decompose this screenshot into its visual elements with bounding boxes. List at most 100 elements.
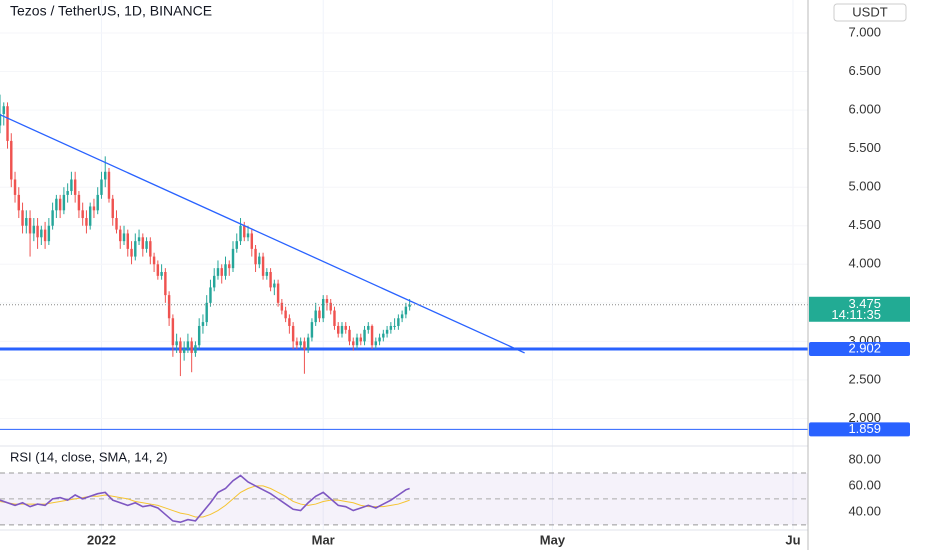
candle-body xyxy=(382,333,385,338)
candle-body xyxy=(359,337,363,342)
candle-body xyxy=(175,341,178,346)
candle-body xyxy=(333,310,336,326)
candle-body xyxy=(224,264,227,276)
currency-box xyxy=(833,3,907,22)
candle-body xyxy=(190,341,193,353)
hline-label: 2.902 xyxy=(848,340,881,355)
candle-body xyxy=(246,233,250,238)
candle-body xyxy=(119,229,122,242)
hline-box xyxy=(809,422,910,437)
candle-body xyxy=(10,140,13,180)
countdown: 14:11:35 xyxy=(831,307,881,322)
candle-body xyxy=(160,271,163,276)
chart-title: Tezos / TetherUS, 1D, BINANCE xyxy=(10,3,212,19)
candle-body xyxy=(201,322,205,326)
candle-body xyxy=(186,341,190,350)
candle-body xyxy=(182,349,186,353)
candle-body xyxy=(393,325,396,327)
hline-label: 1.859 xyxy=(848,421,881,436)
candle-body xyxy=(306,337,310,350)
candle-body xyxy=(111,198,114,219)
y-tick-label: 2.500 xyxy=(848,371,881,386)
candle-body xyxy=(2,106,5,114)
candle-body xyxy=(13,179,17,195)
candle-body xyxy=(197,325,201,346)
candle-body xyxy=(85,218,88,226)
candle-body xyxy=(145,241,148,249)
last-price-box xyxy=(809,296,910,322)
candle-body xyxy=(355,337,359,346)
candle-body xyxy=(43,229,47,242)
candle-body xyxy=(152,256,156,265)
candle-body xyxy=(243,225,246,238)
candle-body xyxy=(385,329,389,334)
candle-body xyxy=(104,171,107,180)
candle-body xyxy=(209,287,212,303)
candle-body xyxy=(269,271,272,288)
candle-body xyxy=(179,341,182,353)
candle-body xyxy=(134,241,137,257)
candle-body xyxy=(17,194,21,211)
candle-body xyxy=(310,322,314,338)
candle-body xyxy=(408,304,411,307)
candle-body xyxy=(171,318,175,346)
rsi-line xyxy=(0,474,410,524)
candle-body xyxy=(344,325,347,330)
candle-body xyxy=(28,218,32,234)
y-tick-label: 6.500 xyxy=(848,63,881,78)
candle-body xyxy=(400,314,404,319)
price-pane xyxy=(100,0,794,530)
candle-body xyxy=(321,298,325,319)
candle-body xyxy=(288,318,291,326)
candle-body xyxy=(122,233,126,242)
candle-body xyxy=(329,302,332,311)
candle-body xyxy=(205,302,208,323)
candle-body xyxy=(6,106,9,141)
candle-body xyxy=(0,113,2,126)
candle-body xyxy=(374,341,378,346)
candle-body xyxy=(295,341,299,346)
rsi-tick-label: 40.00 xyxy=(848,503,881,518)
candle-body xyxy=(81,210,84,219)
candle-body xyxy=(250,233,254,249)
rsi-label: RSI (14, close, SMA, 14, 2) xyxy=(10,449,168,464)
candle-body xyxy=(404,306,408,315)
candle-body xyxy=(352,341,355,346)
candle-body xyxy=(51,210,54,226)
x-tick-label: May xyxy=(540,532,566,547)
candle-body xyxy=(389,325,393,330)
candle-body xyxy=(299,341,302,346)
candle-body xyxy=(291,325,295,342)
candle-body xyxy=(96,194,99,211)
candle-body xyxy=(235,241,238,249)
candle-body xyxy=(55,198,58,211)
candle-body xyxy=(66,191,69,195)
candle-body xyxy=(141,237,145,249)
candle-body xyxy=(303,341,306,350)
candle-body xyxy=(314,310,317,323)
candle-body xyxy=(348,329,351,342)
trendline xyxy=(0,114,525,354)
rsi-tick-label: 60.00 xyxy=(848,477,881,492)
price-axis xyxy=(808,0,932,550)
candle-body xyxy=(397,318,400,326)
x-tick-label: Mar xyxy=(312,532,335,547)
currency: USDT xyxy=(852,4,887,19)
candle-body xyxy=(363,329,366,342)
y-tick-label: 6.000 xyxy=(848,102,881,117)
candle-body xyxy=(137,237,141,242)
candle-body xyxy=(231,248,235,269)
candle-body xyxy=(220,268,223,276)
candle-body xyxy=(273,283,276,288)
candle-body xyxy=(212,275,216,288)
candle-body xyxy=(88,206,92,226)
candle-body xyxy=(164,271,167,296)
candle-body xyxy=(149,241,152,257)
candle-body xyxy=(318,310,321,319)
candle-body xyxy=(167,295,171,319)
candle-body xyxy=(378,337,381,342)
candle-body xyxy=(194,345,197,353)
y-tick-label: 2.000 xyxy=(848,410,881,425)
rsi-tick-label: 80.00 xyxy=(848,451,881,466)
candle-body xyxy=(254,248,257,265)
